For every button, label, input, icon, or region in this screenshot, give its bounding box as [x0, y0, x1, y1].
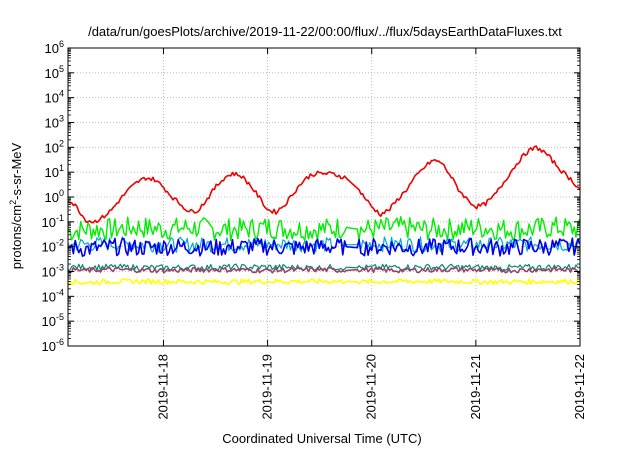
y-tick-label-base: 10: [45, 165, 59, 180]
y-tick-label: 101: [45, 163, 64, 180]
y-tick-label-base: 10: [42, 339, 56, 354]
y-tick-label-exp: 6: [59, 39, 64, 49]
y-tick-label: 100: [45, 188, 64, 205]
y-axis-label: protons/cm2-s-sr-MeV: [8, 142, 24, 269]
y-tick-label-base: 10: [45, 66, 59, 81]
y-axis-ticks: 10-610-510-410-310-210-11001011021031041…: [42, 39, 580, 354]
y-axis-label-rest: -s-sr-MeV: [9, 142, 24, 199]
y-tick-label-base: 10: [45, 91, 59, 106]
y-tick-label: 105: [45, 64, 64, 81]
y-tick-label-exp: -4: [56, 287, 64, 297]
y-tick-label-exp: 3: [59, 114, 64, 124]
series-line: [67, 237, 581, 258]
y-tick-label: 106: [45, 39, 64, 56]
y-tick-label-exp: -3: [56, 263, 64, 273]
series-line: [67, 145, 581, 224]
y-tick-label-base: 10: [42, 240, 56, 255]
y-axis-label-sup: 2: [8, 200, 18, 205]
y-tick-label-exp: -5: [56, 312, 64, 322]
y-tick-label-exp: -6: [56, 337, 64, 347]
y-tick-label-base: 10: [45, 41, 59, 56]
x-tick-label: 2019-11-20: [364, 354, 379, 420]
series-line: [67, 266, 580, 274]
y-tick-label-base: 10: [45, 190, 59, 205]
y-tick-label-base: 10: [42, 314, 56, 329]
y-tick-label: 10-1: [42, 213, 64, 230]
y-tick-label: 10-4: [42, 287, 64, 304]
y-tick-label-exp: 4: [59, 89, 64, 99]
y-tick-label-exp: 2: [59, 138, 64, 148]
y-axis-label-base: protons/cm: [9, 205, 24, 269]
y-tick-label-exp: -1: [56, 213, 64, 223]
y-tick-label: 104: [45, 89, 64, 106]
y-tick-label: 10-6: [42, 337, 64, 354]
series-line: [67, 278, 580, 286]
y-tick-label: 10-5: [42, 312, 64, 329]
series-line: [67, 215, 581, 242]
y-tick-label-exp: -2: [56, 238, 64, 248]
y-tick-label-exp: 5: [59, 64, 64, 74]
y-tick-label: 10-2: [42, 238, 64, 255]
y-tick-label: 10-3: [42, 263, 64, 280]
y-tick-label-base: 10: [45, 140, 59, 155]
chart-title: /data/run/goesPlots/archive/2019-11-22/0…: [88, 24, 562, 39]
series-group: [67, 145, 581, 286]
y-tick-label: 103: [45, 114, 64, 131]
y-tick-label-base: 10: [42, 289, 56, 304]
y-tick-label-exp: 0: [59, 188, 64, 198]
x-tick-label: 2019-11-19: [260, 354, 275, 420]
y-tick-label: 102: [45, 138, 64, 155]
x-tick-label: 2019-11-21: [468, 354, 483, 420]
x-axis-ticks: 2019-11-18 2019-11-19 2019-11-20 2019-11-21…: [155, 48, 587, 420]
y-tick-label-base: 10: [45, 116, 59, 131]
y-tick-label-exp: 1: [59, 163, 64, 173]
y-tick-label-base: 10: [42, 265, 56, 280]
x-tick-label: 2019-11-18: [155, 354, 170, 420]
x-tick-label: 2019-11-22: [572, 354, 587, 420]
y-tick-label-base: 10: [42, 215, 56, 230]
x-axis-label: Coordinated Universal Time (UTC): [222, 431, 421, 446]
grid-lines: [68, 48, 580, 346]
